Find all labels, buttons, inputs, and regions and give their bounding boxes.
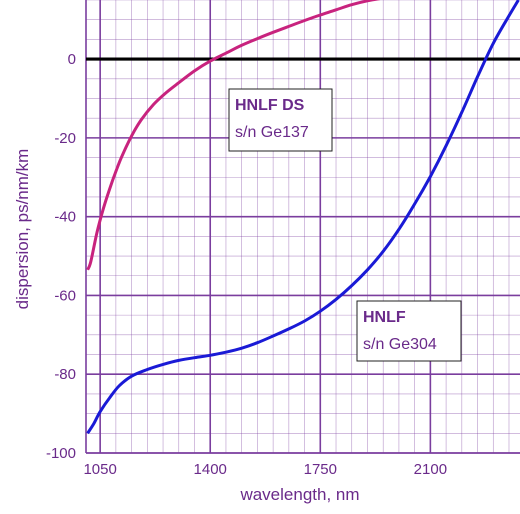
y-axis-label: dispersion, ps/nm/km [13,149,32,310]
annotation-title: HNLF DS [235,97,305,114]
annotation-hnlf-ds: HNLF DS s/n Ge137 [228,88,333,152]
x-tick-label: 1400 [194,461,227,478]
annotation-title: HNLF [363,309,406,326]
x-tick-label: 2100 [414,461,447,478]
series-group [86,0,520,435]
annotation-hnlf: HNLF s/n Ge304 [356,300,462,362]
x-tick-label: 1750 [304,461,337,478]
series-hnlf-ds-line [86,0,381,271]
y-tick-label: 0 [68,51,76,68]
annotation-box [228,88,333,152]
y-tick-label: -80 [54,366,76,383]
y-tick-label: -40 [54,209,76,226]
x-tick-label: 1050 [83,461,116,478]
annotation-subtitle: s/n Ge137 [235,124,309,141]
annotation-box [356,300,462,362]
tick-labels: 1050 1400 1750 2100 -100 -80 -60 -40 -20 0 [46,51,447,478]
y-tick-label: -60 [54,287,76,304]
annotation-subtitle: s/n Ge304 [363,336,437,353]
x-axis-label: wavelength, nm [239,485,359,504]
y-tick-label: -100 [46,445,76,462]
series-hnlf-line [86,0,520,435]
annotations: HNLF DS s/n Ge137 HNLF s/n Ge304 [228,88,462,362]
y-tick-label: -20 [54,130,76,147]
